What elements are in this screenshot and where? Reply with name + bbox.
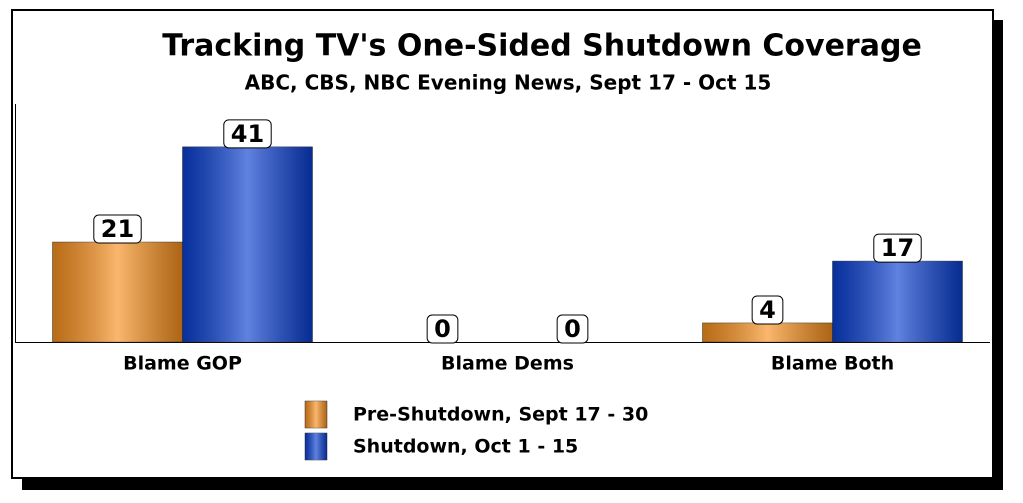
legend-swatch-shine [305,401,327,428]
value-label-box [93,214,142,244]
legend-swatch-shine [305,433,327,460]
value-label-box [873,233,922,263]
chart-title: Tracking TV's One-Sided Shutdown Coverag… [162,29,922,64]
chart-subtitle: ABC, CBS, NBC Evening News, Sept 17 - Oc… [245,71,772,95]
bar-shine [832,261,963,342]
value-label: 17 [881,234,914,262]
value-label: 4 [759,296,776,324]
x-tick-label: Blame Dems [441,353,574,375]
value-label-box [556,314,589,344]
value-label-box [223,119,272,149]
value-label: 0 [434,315,451,343]
legend-label: Pre-Shutdown, Sept 17 - 30 [353,404,648,426]
legend-label: Shutdown, Oct 1 - 15 [353,436,578,458]
value-label-box [751,295,784,325]
value-label: 41 [231,120,264,148]
bar-shine [52,242,183,342]
value-label: 21 [101,215,134,243]
bar-shine [182,146,313,342]
value-label-box [426,314,459,344]
bar-shine [702,322,833,342]
value-label: 0 [564,315,581,343]
x-tick-label: Blame GOP [123,353,242,375]
x-tick-label: Blame Both [771,353,894,375]
